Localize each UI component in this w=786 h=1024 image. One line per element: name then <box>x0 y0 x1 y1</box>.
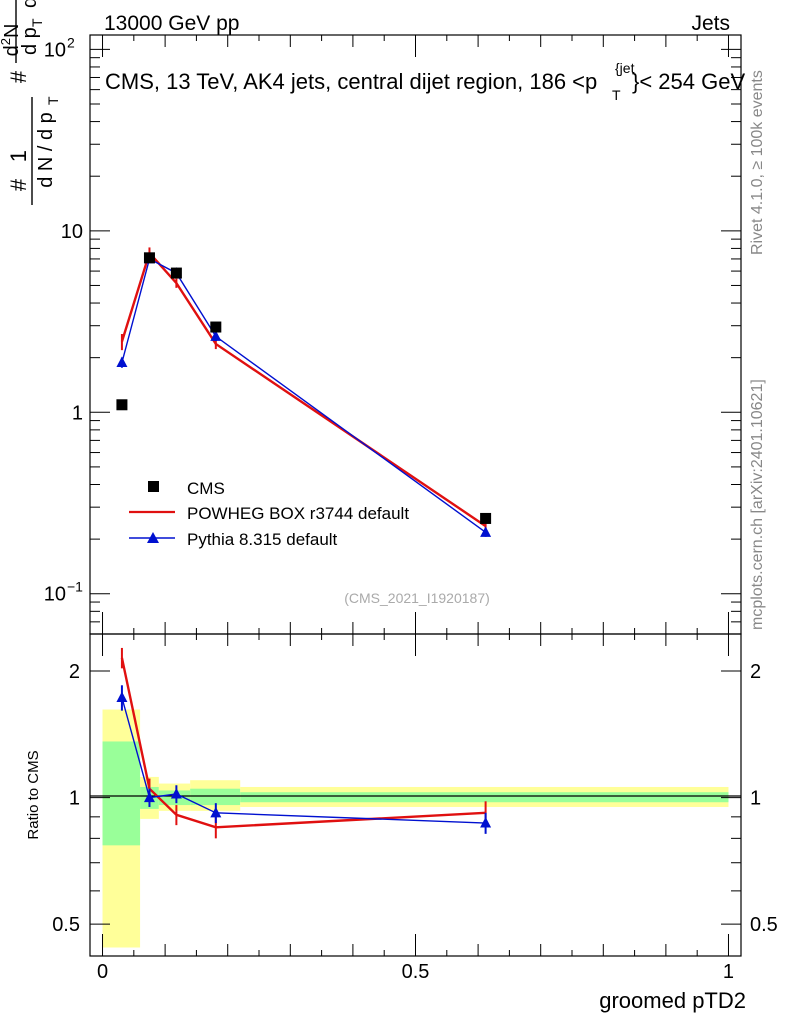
svg-text:d p: d p <box>19 27 41 55</box>
cms-data-point <box>210 321 222 333</box>
x-tick-label: 0 <box>97 961 108 983</box>
main-y-tick-label: 1 <box>72 402 83 424</box>
svg-text:T: T <box>45 96 61 105</box>
ratio-axis-ticks: 0.5 0.5 1 1 2 2 0 0.5 1 <box>52 634 778 983</box>
legend-powheg-label: POWHEG BOX r3744 default <box>187 504 409 523</box>
analysis-watermark: (CMS_2021_I1920187) <box>344 590 490 606</box>
x-tick-label: 1 <box>723 961 734 983</box>
x-tick-label: 0.5 <box>402 961 430 983</box>
cms-data-point <box>480 512 492 524</box>
cms-data-point <box>170 267 182 279</box>
main-plot-title: CMS, 13 TeV, AK4 jets, central dijet reg… <box>105 60 745 103</box>
main-y-tick-label: 10 <box>44 39 66 61</box>
mcplots-reference-label: mcplots.cern.ch [arXiv:2401.10621] <box>749 379 766 630</box>
main-y-tick-label: 10 <box>44 584 66 606</box>
pythia-point <box>480 526 492 537</box>
pythia-line <box>121 257 487 533</box>
legend: CMS POWHEG BOX r3744 default Pythia 8.31… <box>129 479 409 549</box>
main-y-tick-exponent: −1 <box>67 579 83 595</box>
ratio-y-tick-label-right: 1 <box>750 788 761 810</box>
ratio-band-green <box>240 792 729 803</box>
pythia-point <box>116 356 128 368</box>
ratio-y-tick-label: 1 <box>69 788 80 810</box>
pythia-ratio-point <box>116 691 128 703</box>
cms-data-point <box>143 252 155 264</box>
cms-data-point <box>116 399 128 411</box>
powheg-line <box>120 250 487 528</box>
ratio-band-green <box>102 741 141 846</box>
ratio-band-green <box>190 788 241 806</box>
main-y-tick-exponent: 2 <box>67 34 75 50</box>
ratio-panel: 0.5 0.5 1 1 2 2 0 0.5 1 Ratio to CMS groomed pTD… <box>25 633 778 1013</box>
ratio-y-tick-label: 0.5 <box>52 914 80 936</box>
ratio-y-axis-label: Ratio to CMS <box>25 750 42 839</box>
svg-text:dλ: dλ <box>19 0 41 8</box>
ratio-series-group <box>116 647 492 839</box>
svg-text:d N / d p: d N / d p <box>35 112 57 188</box>
legend-cms-marker <box>148 481 159 492</box>
rivet-version-label: Rivet 4.1.0, ≥ 100k events <box>749 70 766 255</box>
pythia-ratio-point <box>480 817 492 828</box>
main-y-axis-label: #1 #d2N d N / d p T d p T dλ <box>0 0 61 205</box>
svg-text:T: T <box>29 18 45 27</box>
ratio-y-tick-label: 2 <box>69 661 80 683</box>
main-series-group <box>116 247 492 537</box>
x-axis-label: groomed pTD2 <box>599 988 746 1013</box>
title-superscript: {jet <box>615 60 635 76</box>
main-y-tick-label: 10 <box>61 221 83 243</box>
pythia-ratio-point <box>170 787 182 799</box>
ratio-y-tick-label-right: 0.5 <box>750 914 778 936</box>
title-subscript: T <box>612 87 621 103</box>
legend-cms-label: CMS <box>187 479 225 498</box>
ratio-y-tick-label-right: 2 <box>750 661 761 683</box>
title-end-text: }< 254 GeV <box>632 69 745 94</box>
title-text: CMS, 13 TeV, AK4 jets, central dijet reg… <box>105 69 597 94</box>
svg-text:#1 #d2N: #1 #d2N <box>0 24 31 192</box>
legend-pythia-label: Pythia 8.315 default <box>187 530 338 549</box>
header-category-label: Jets <box>691 12 730 35</box>
header-collision-label: 13000 GeV pp <box>104 12 239 35</box>
ratio-uncertainty-bands <box>102 709 729 948</box>
pythia-ratio-point <box>143 791 155 803</box>
pythia-ratio-point <box>210 806 222 818</box>
legend-pythia-marker <box>147 532 159 543</box>
pythia-point <box>210 330 222 341</box>
